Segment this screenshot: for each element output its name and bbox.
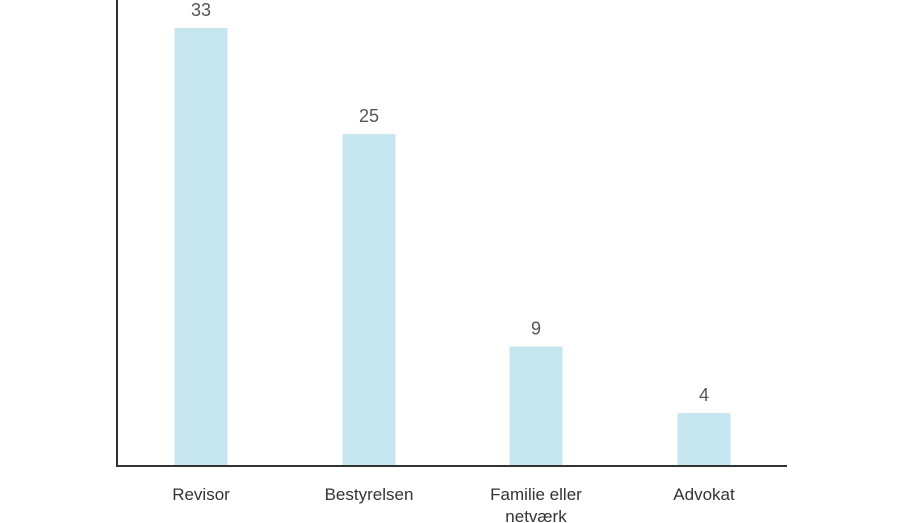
x-tick-label-3: Familie eller netværk xyxy=(490,485,582,523)
tick-labels-group: Revisor Bestyrelsen Familie eller netværk Ad… xyxy=(172,485,735,523)
value-labels-group: 33 25 9 4 xyxy=(191,0,709,405)
x-tick-label-1: Revisor xyxy=(172,485,230,504)
bars-group xyxy=(174,28,731,466)
x-tick-label-line: Advokat xyxy=(673,485,735,504)
value-label-4: 4 xyxy=(699,385,709,405)
bar-3 xyxy=(509,346,563,466)
bar-2 xyxy=(342,134,396,466)
x-tick-label-4: Advokat xyxy=(673,485,735,504)
x-tick-label-line: netværk xyxy=(505,507,567,523)
value-label-1: 33 xyxy=(191,0,211,20)
x-tick-label-line: Revisor xyxy=(172,485,230,504)
x-tick-label-2: Bestyrelsen xyxy=(325,485,414,504)
bar-4 xyxy=(677,412,731,466)
x-tick-label-line: Familie eller xyxy=(490,485,582,504)
x-tick-label-line: Bestyrelsen xyxy=(325,485,414,504)
value-label-2: 25 xyxy=(359,106,379,126)
value-label-3: 9 xyxy=(531,319,541,339)
bar-1 xyxy=(174,28,228,466)
